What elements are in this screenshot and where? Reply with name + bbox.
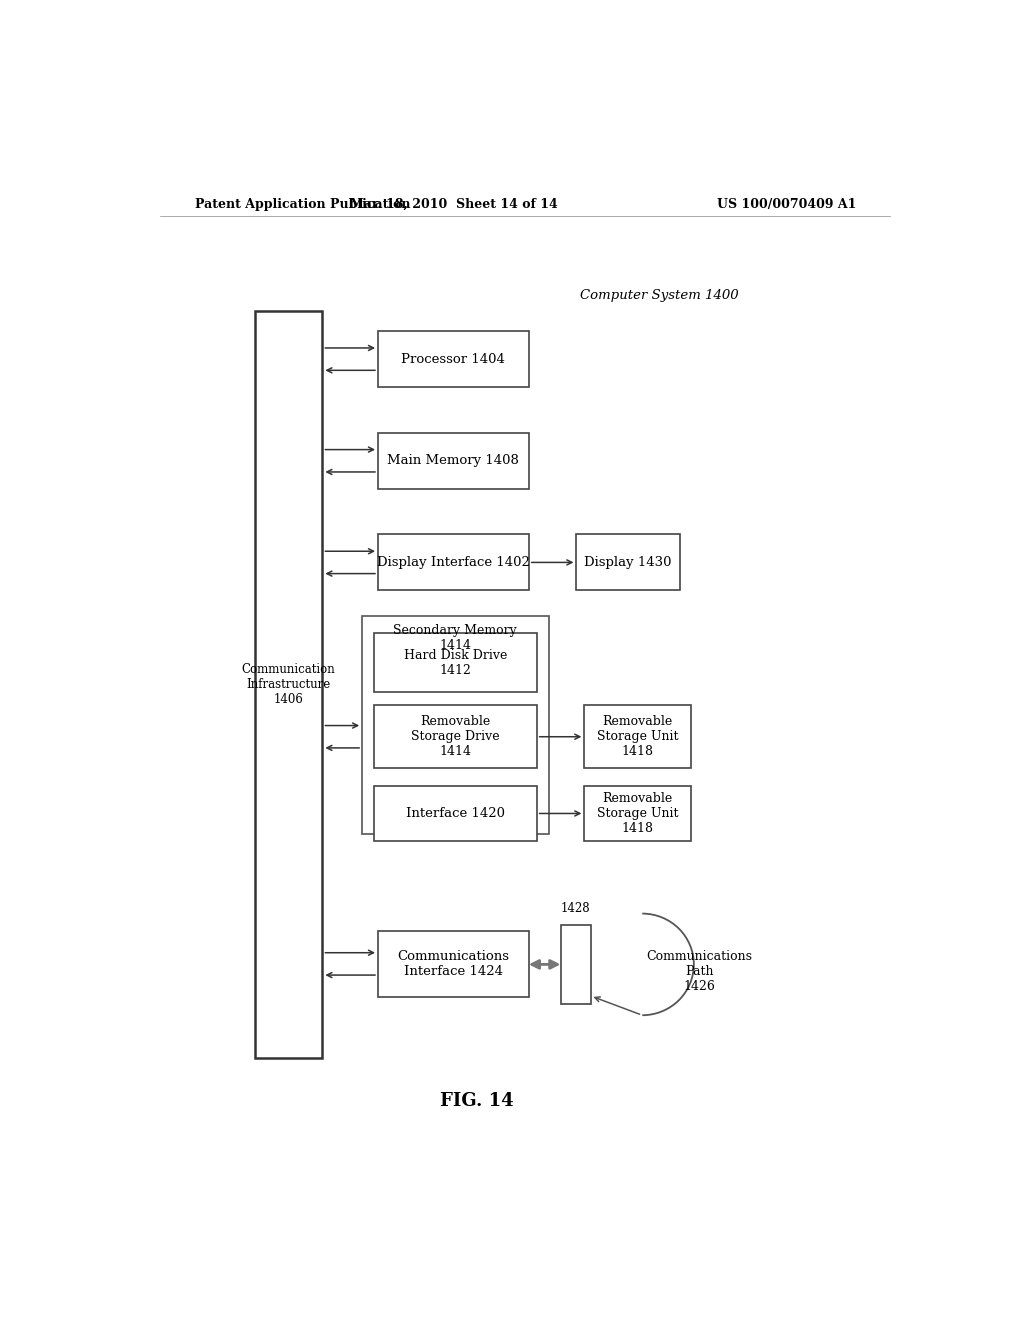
Bar <box>255 312 323 1057</box>
Bar <box>585 785 691 841</box>
Text: Secondary Memory
1414: Secondary Memory 1414 <box>393 624 517 652</box>
Text: Display 1430: Display 1430 <box>585 556 672 569</box>
Bar <box>378 433 528 488</box>
Text: Removable
Storage Drive
1414: Removable Storage Drive 1414 <box>411 715 500 758</box>
Text: Patent Application Publication: Patent Application Publication <box>196 198 411 211</box>
Text: Communication
Infrastructure
1406: Communication Infrastructure 1406 <box>242 663 336 706</box>
Text: Removable
Storage Unit
1418: Removable Storage Unit 1418 <box>597 792 679 836</box>
Text: Communications
Interface 1424: Communications Interface 1424 <box>397 950 509 978</box>
Bar <box>374 705 537 768</box>
Text: Hard Disk Drive
1412: Hard Disk Drive 1412 <box>403 648 507 677</box>
Text: Removable
Storage Unit
1418: Removable Storage Unit 1418 <box>597 715 679 758</box>
Text: FIG. 14: FIG. 14 <box>440 1092 514 1110</box>
Text: Communications
Path
1426: Communications Path 1426 <box>646 950 753 993</box>
Text: Display Interface 1402: Display Interface 1402 <box>377 556 529 569</box>
Bar <box>362 615 549 834</box>
Bar <box>374 634 537 692</box>
Bar <box>577 535 680 590</box>
Bar <box>374 785 537 841</box>
Bar <box>378 535 528 590</box>
Text: Interface 1420: Interface 1420 <box>406 807 505 820</box>
Bar <box>585 705 691 768</box>
Text: US 100/0070409 A1: US 100/0070409 A1 <box>717 198 856 211</box>
Bar <box>560 925 591 1005</box>
Text: 1428: 1428 <box>561 902 591 915</box>
Bar <box>378 331 528 387</box>
Text: Mar. 18, 2010  Sheet 14 of 14: Mar. 18, 2010 Sheet 14 of 14 <box>349 198 557 211</box>
Bar <box>378 931 528 997</box>
Text: Computer System 1400: Computer System 1400 <box>581 289 739 302</box>
Text: Main Memory 1408: Main Memory 1408 <box>387 454 519 467</box>
Text: Processor 1404: Processor 1404 <box>401 352 505 366</box>
